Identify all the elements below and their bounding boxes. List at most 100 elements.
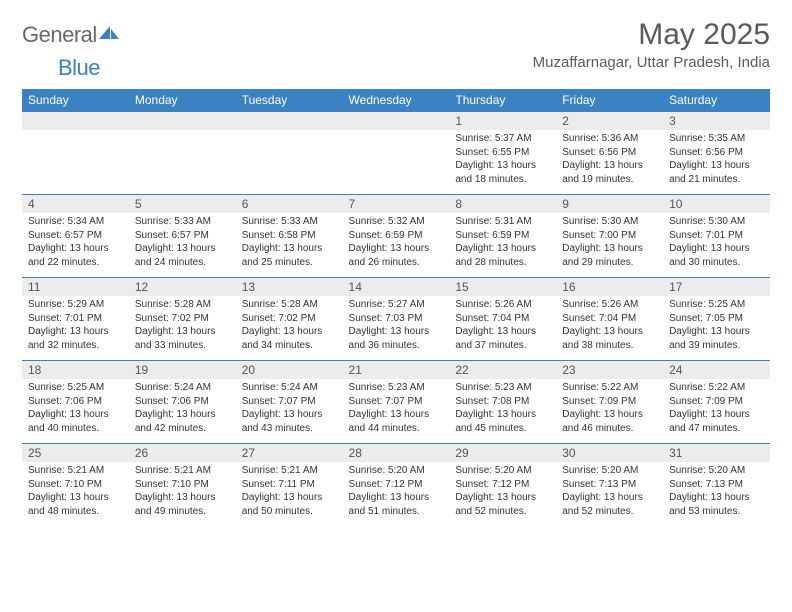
daylight-line: Daylight: 13 hours and 53 minutes. — [669, 491, 764, 518]
day-cell: 13Sunrise: 5:28 AMSunset: 7:02 PMDayligh… — [236, 278, 343, 361]
calendar-body: 1Sunrise: 5:37 AMSunset: 6:55 PMDaylight… — [22, 112, 770, 527]
daylight-line: Daylight: 13 hours and 49 minutes. — [135, 491, 230, 518]
day-details: Sunrise: 5:20 AMSunset: 7:12 PMDaylight:… — [343, 462, 450, 526]
sunset-line: Sunset: 6:59 PM — [349, 229, 444, 243]
day-header-row: Sunday Monday Tuesday Wednesday Thursday… — [22, 89, 770, 112]
dayhead-sunday: Sunday — [22, 89, 129, 112]
daylight-line: Daylight: 13 hours and 38 minutes. — [562, 325, 657, 352]
sunset-line: Sunset: 7:02 PM — [135, 312, 230, 326]
sunset-line: Sunset: 7:10 PM — [135, 478, 230, 492]
day-details — [129, 130, 236, 188]
sunrise-line: Sunrise: 5:26 AM — [562, 298, 657, 312]
week-row: 11Sunrise: 5:29 AMSunset: 7:01 PMDayligh… — [22, 278, 770, 361]
sunset-line: Sunset: 7:01 PM — [669, 229, 764, 243]
day-number: 28 — [343, 444, 450, 462]
sunset-line: Sunset: 7:09 PM — [669, 395, 764, 409]
week-row: 1Sunrise: 5:37 AMSunset: 6:55 PMDaylight… — [22, 112, 770, 195]
day-cell: 26Sunrise: 5:21 AMSunset: 7:10 PMDayligh… — [129, 444, 236, 527]
location-subtitle: Muzaffarnagar, Uttar Pradesh, India — [533, 54, 770, 71]
sunset-line: Sunset: 6:57 PM — [28, 229, 123, 243]
sunset-line: Sunset: 6:59 PM — [455, 229, 550, 243]
sunset-line: Sunset: 7:04 PM — [455, 312, 550, 326]
day-cell: 5Sunrise: 5:33 AMSunset: 6:57 PMDaylight… — [129, 195, 236, 278]
daylight-line: Daylight: 13 hours and 43 minutes. — [242, 408, 337, 435]
day-cell: 10Sunrise: 5:30 AMSunset: 7:01 PMDayligh… — [663, 195, 770, 278]
daylight-line: Daylight: 13 hours and 33 minutes. — [135, 325, 230, 352]
daylight-line: Daylight: 13 hours and 47 minutes. — [669, 408, 764, 435]
day-cell: 7Sunrise: 5:32 AMSunset: 6:59 PMDaylight… — [343, 195, 450, 278]
sunset-line: Sunset: 7:12 PM — [455, 478, 550, 492]
sunset-line: Sunset: 7:06 PM — [135, 395, 230, 409]
daylight-line: Daylight: 13 hours and 19 minutes. — [562, 159, 657, 186]
day-details: Sunrise: 5:35 AMSunset: 6:56 PMDaylight:… — [663, 130, 770, 194]
sunset-line: Sunset: 7:09 PM — [562, 395, 657, 409]
day-number: 10 — [663, 195, 770, 213]
day-cell: 1Sunrise: 5:37 AMSunset: 6:55 PMDaylight… — [449, 112, 556, 195]
day-cell: 25Sunrise: 5:21 AMSunset: 7:10 PMDayligh… — [22, 444, 129, 527]
day-details: Sunrise: 5:28 AMSunset: 7:02 PMDaylight:… — [236, 296, 343, 360]
daylight-line: Daylight: 13 hours and 40 minutes. — [28, 408, 123, 435]
sunset-line: Sunset: 7:10 PM — [28, 478, 123, 492]
day-number: 31 — [663, 444, 770, 462]
sunrise-line: Sunrise: 5:26 AM — [455, 298, 550, 312]
day-number — [22, 112, 129, 130]
day-cell: 4Sunrise: 5:34 AMSunset: 6:57 PMDaylight… — [22, 195, 129, 278]
brand-logo: General — [22, 18, 123, 48]
day-cell: 28Sunrise: 5:20 AMSunset: 7:12 PMDayligh… — [343, 444, 450, 527]
sunrise-line: Sunrise: 5:20 AM — [349, 464, 444, 478]
day-details: Sunrise: 5:30 AMSunset: 7:01 PMDaylight:… — [663, 213, 770, 277]
dayhead-saturday: Saturday — [663, 89, 770, 112]
daylight-line: Daylight: 13 hours and 29 minutes. — [562, 242, 657, 269]
day-details: Sunrise: 5:22 AMSunset: 7:09 PMDaylight:… — [556, 379, 663, 443]
sunrise-line: Sunrise: 5:29 AM — [28, 298, 123, 312]
sunrise-line: Sunrise: 5:34 AM — [28, 215, 123, 229]
day-details: Sunrise: 5:26 AMSunset: 7:04 PMDaylight:… — [449, 296, 556, 360]
daylight-line: Daylight: 13 hours and 24 minutes. — [135, 242, 230, 269]
day-number: 16 — [556, 278, 663, 296]
sunset-line: Sunset: 6:57 PM — [135, 229, 230, 243]
sunset-line: Sunset: 7:13 PM — [669, 478, 764, 492]
day-cell: 30Sunrise: 5:20 AMSunset: 7:13 PMDayligh… — [556, 444, 663, 527]
daylight-line: Daylight: 13 hours and 46 minutes. — [562, 408, 657, 435]
sunrise-line: Sunrise: 5:31 AM — [455, 215, 550, 229]
day-cell: 20Sunrise: 5:24 AMSunset: 7:07 PMDayligh… — [236, 361, 343, 444]
sunrise-line: Sunrise: 5:37 AM — [455, 132, 550, 146]
week-row: 18Sunrise: 5:25 AMSunset: 7:06 PMDayligh… — [22, 361, 770, 444]
calendar-page: General May 2025 Muzaffarnagar, Uttar Pr… — [0, 0, 792, 536]
sunrise-line: Sunrise: 5:27 AM — [349, 298, 444, 312]
day-details: Sunrise: 5:22 AMSunset: 7:09 PMDaylight:… — [663, 379, 770, 443]
day-cell: 15Sunrise: 5:26 AMSunset: 7:04 PMDayligh… — [449, 278, 556, 361]
sunrise-line: Sunrise: 5:30 AM — [562, 215, 657, 229]
sunset-line: Sunset: 7:05 PM — [669, 312, 764, 326]
title-block: May 2025 Muzaffarnagar, Uttar Pradesh, I… — [533, 18, 770, 71]
day-details: Sunrise: 5:37 AMSunset: 6:55 PMDaylight:… — [449, 130, 556, 194]
sunset-line: Sunset: 7:01 PM — [28, 312, 123, 326]
day-number: 2 — [556, 112, 663, 130]
sunset-line: Sunset: 7:03 PM — [349, 312, 444, 326]
sunset-line: Sunset: 7:12 PM — [349, 478, 444, 492]
daylight-line: Daylight: 13 hours and 52 minutes. — [455, 491, 550, 518]
week-row: 4Sunrise: 5:34 AMSunset: 6:57 PMDaylight… — [22, 195, 770, 278]
day-cell: 23Sunrise: 5:22 AMSunset: 7:09 PMDayligh… — [556, 361, 663, 444]
day-details: Sunrise: 5:20 AMSunset: 7:13 PMDaylight:… — [663, 462, 770, 526]
day-number: 6 — [236, 195, 343, 213]
sunrise-line: Sunrise: 5:25 AM — [669, 298, 764, 312]
daylight-line: Daylight: 13 hours and 52 minutes. — [562, 491, 657, 518]
day-details: Sunrise: 5:23 AMSunset: 7:07 PMDaylight:… — [343, 379, 450, 443]
day-number — [236, 112, 343, 130]
day-number: 12 — [129, 278, 236, 296]
day-details: Sunrise: 5:20 AMSunset: 7:13 PMDaylight:… — [556, 462, 663, 526]
day-number — [343, 112, 450, 130]
sunrise-line: Sunrise: 5:23 AM — [455, 381, 550, 395]
day-cell: 17Sunrise: 5:25 AMSunset: 7:05 PMDayligh… — [663, 278, 770, 361]
day-cell: 9Sunrise: 5:30 AMSunset: 7:00 PMDaylight… — [556, 195, 663, 278]
day-cell: 27Sunrise: 5:21 AMSunset: 7:11 PMDayligh… — [236, 444, 343, 527]
sunrise-line: Sunrise: 5:21 AM — [242, 464, 337, 478]
logo-text-blue: Blue — [58, 55, 100, 80]
sunrise-line: Sunrise: 5:24 AM — [242, 381, 337, 395]
day-number: 27 — [236, 444, 343, 462]
day-details: Sunrise: 5:23 AMSunset: 7:08 PMDaylight:… — [449, 379, 556, 443]
sunrise-line: Sunrise: 5:20 AM — [455, 464, 550, 478]
daylight-line: Daylight: 13 hours and 51 minutes. — [349, 491, 444, 518]
day-number: 14 — [343, 278, 450, 296]
